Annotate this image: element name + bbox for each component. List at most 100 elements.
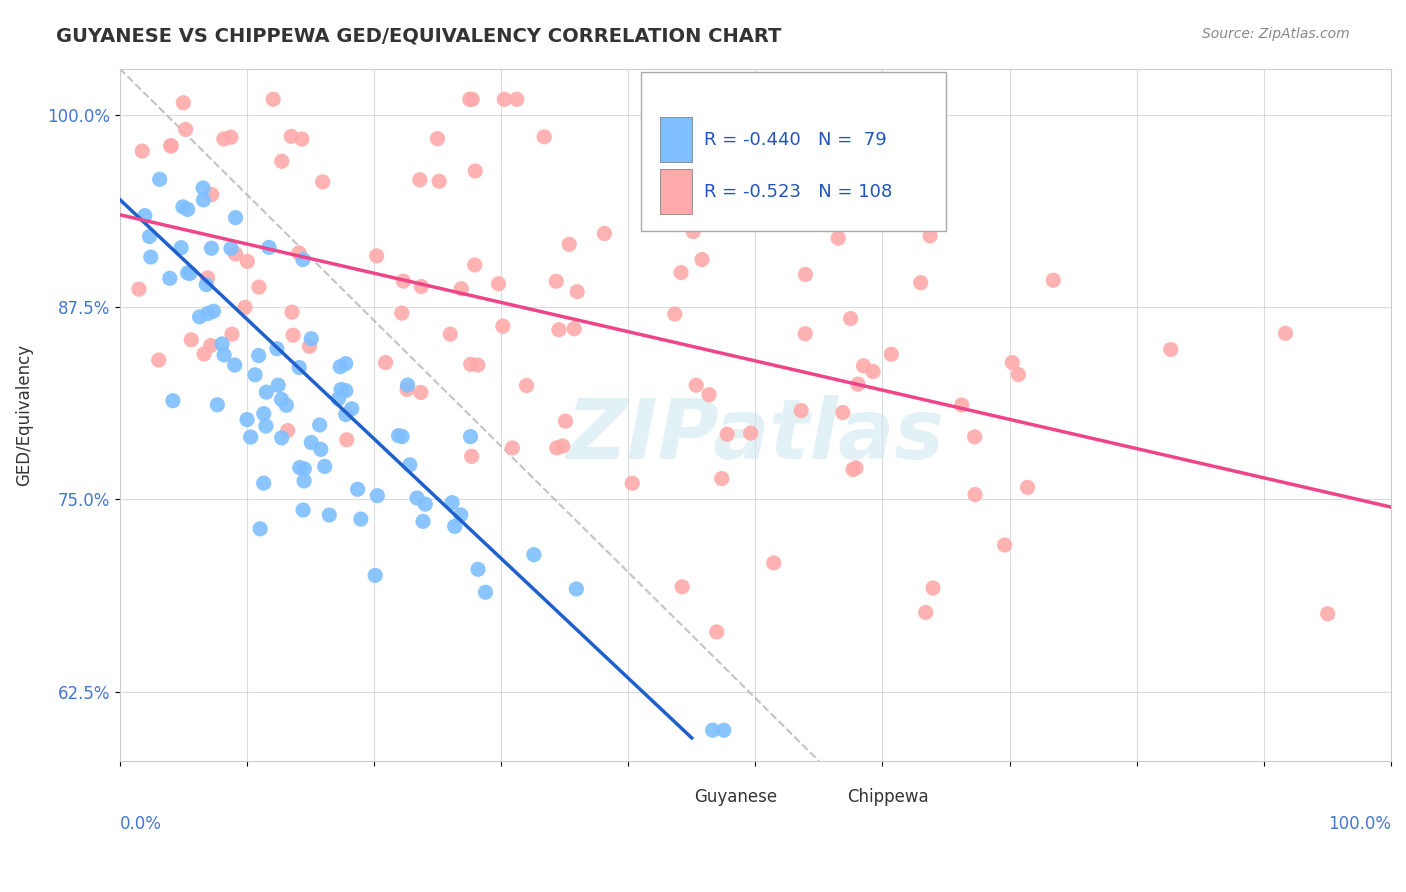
Point xyxy=(1017,480,1039,494)
Point xyxy=(464,258,486,272)
Point xyxy=(922,581,945,595)
Point xyxy=(335,357,357,371)
Point xyxy=(212,132,235,146)
Point xyxy=(427,174,450,188)
Point xyxy=(713,723,735,738)
Point xyxy=(225,211,247,225)
Point xyxy=(426,131,449,145)
Point xyxy=(546,274,568,288)
Point xyxy=(239,430,262,444)
Point xyxy=(621,476,644,491)
Point xyxy=(281,328,304,343)
Point xyxy=(174,122,197,136)
Point xyxy=(149,172,172,186)
Point xyxy=(335,408,357,422)
Point xyxy=(159,138,181,153)
Point xyxy=(346,482,368,496)
Point xyxy=(179,267,201,281)
Point xyxy=(467,562,489,576)
Point xyxy=(450,508,472,522)
Point xyxy=(172,95,194,110)
Point xyxy=(201,187,224,202)
Point xyxy=(172,200,194,214)
Point xyxy=(270,431,292,445)
Point xyxy=(270,154,292,169)
Point xyxy=(131,144,153,158)
Point xyxy=(412,515,434,529)
Point xyxy=(842,462,865,476)
Point xyxy=(128,282,150,296)
Point xyxy=(211,337,233,351)
Point xyxy=(914,606,936,620)
Point xyxy=(546,441,568,455)
Point xyxy=(292,474,315,488)
FancyBboxPatch shape xyxy=(659,117,692,162)
Point xyxy=(221,327,243,342)
Point xyxy=(224,358,246,372)
Point xyxy=(276,398,298,412)
Point xyxy=(910,276,932,290)
Point xyxy=(254,419,277,434)
Point xyxy=(593,227,616,241)
Point xyxy=(827,231,849,245)
Point xyxy=(950,398,973,412)
Point xyxy=(458,92,481,106)
Point xyxy=(191,181,214,195)
Point xyxy=(197,306,219,320)
FancyBboxPatch shape xyxy=(659,169,692,214)
Point xyxy=(254,385,277,400)
Point xyxy=(176,266,198,280)
Point xyxy=(392,274,415,288)
Point xyxy=(253,407,276,421)
Point xyxy=(562,322,585,336)
Point xyxy=(710,472,733,486)
Point xyxy=(328,392,350,406)
Point xyxy=(846,377,869,392)
Point xyxy=(762,556,785,570)
Point xyxy=(406,491,429,505)
Point xyxy=(329,359,352,374)
FancyBboxPatch shape xyxy=(641,72,946,231)
Point xyxy=(565,582,588,596)
Point xyxy=(551,439,574,453)
FancyBboxPatch shape xyxy=(806,785,838,809)
Point xyxy=(638,155,661,169)
Point xyxy=(138,229,160,244)
Point xyxy=(335,384,357,398)
Point xyxy=(474,585,496,599)
Point xyxy=(396,383,419,397)
Point xyxy=(682,225,704,239)
Point xyxy=(494,92,516,106)
Point xyxy=(267,378,290,392)
Point xyxy=(257,240,280,254)
Text: 0.0%: 0.0% xyxy=(120,814,162,833)
Point xyxy=(391,429,413,443)
Point xyxy=(188,310,211,324)
Point xyxy=(366,489,388,503)
Point xyxy=(831,405,853,419)
Point xyxy=(391,306,413,320)
Point xyxy=(340,401,363,416)
Point xyxy=(243,368,266,382)
Point xyxy=(139,250,162,264)
Point xyxy=(1001,355,1024,369)
Point xyxy=(862,364,884,378)
Point xyxy=(671,580,693,594)
Y-axis label: GED/Equivalency: GED/Equivalency xyxy=(15,343,32,486)
Point xyxy=(219,130,242,145)
Point xyxy=(450,282,472,296)
Point xyxy=(1160,343,1182,357)
Point xyxy=(880,347,903,361)
Point xyxy=(441,495,464,509)
Text: Chippewa: Chippewa xyxy=(846,788,928,806)
Point xyxy=(963,430,986,444)
Point xyxy=(195,277,218,292)
Point xyxy=(266,342,288,356)
Point xyxy=(299,435,322,450)
Point xyxy=(225,247,247,261)
Point xyxy=(994,538,1017,552)
Point xyxy=(336,433,359,447)
Text: GUYANESE VS CHIPPEWA GED/EQUIVALENCY CORRELATION CHART: GUYANESE VS CHIPPEWA GED/EQUIVALENCY COR… xyxy=(56,27,782,45)
Point xyxy=(794,268,817,282)
Point xyxy=(202,304,225,318)
